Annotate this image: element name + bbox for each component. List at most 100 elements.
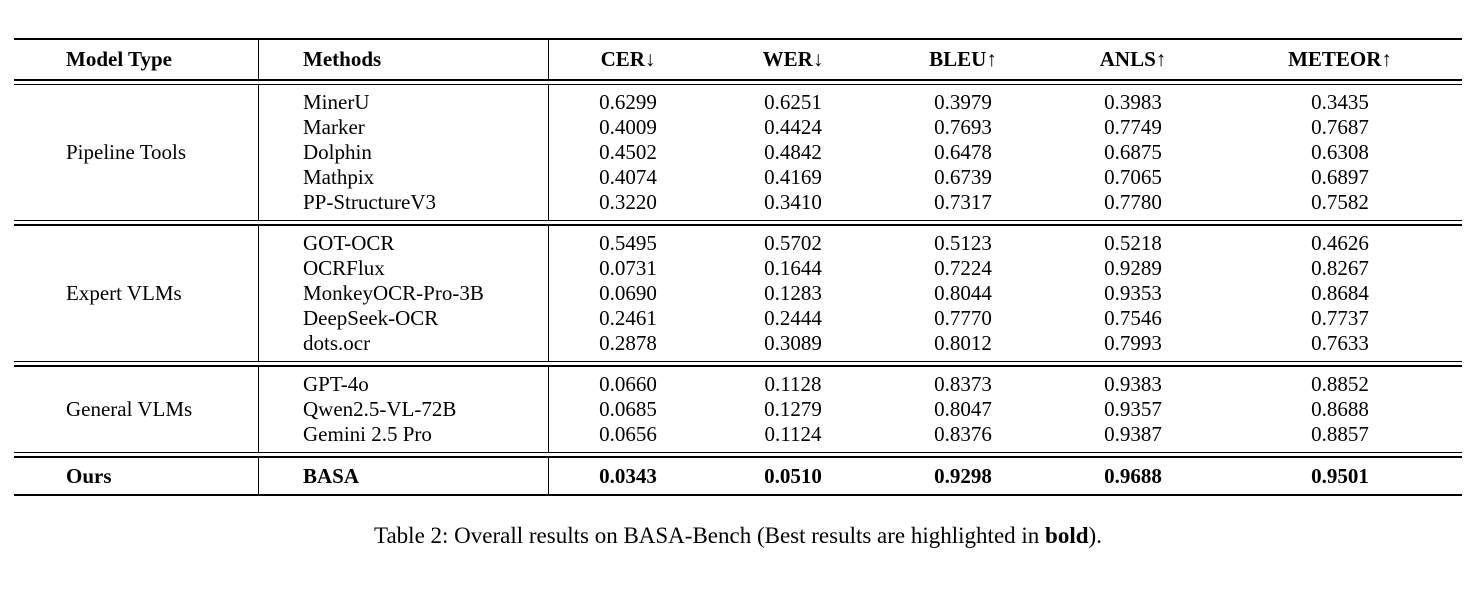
metric-value: 0.6739	[934, 165, 992, 189]
column-header-cer: CER↓	[600, 47, 656, 71]
table-header-row: Model Type Methods CER↓ WER↓ BLEU↑ ANLS↑…	[14, 40, 1462, 79]
metric-value: 0.9298	[934, 464, 992, 488]
metric-value: 0.5495	[599, 231, 657, 255]
metric-value: 0.7065	[1104, 165, 1162, 189]
results-table: Model Type Methods CER↓ WER↓ BLEU↑ ANLS↑…	[14, 38, 1462, 496]
metric-value: 0.9353	[1104, 281, 1162, 305]
metric-value: 0.7633	[1311, 331, 1369, 355]
model-type-label: General VLMs	[66, 397, 193, 421]
metric-value: 0.4842	[764, 140, 822, 164]
metric-value: 0.4009	[599, 115, 657, 139]
table-top-rule	[14, 38, 1462, 40]
table-group-pipeline-tools: Pipeline Tools MinerU 0.6299 0.6251 0.3979 0.…	[14, 85, 1462, 220]
method-name: PP-StructureV3	[303, 190, 436, 214]
metric-value: 0.8852	[1311, 372, 1369, 396]
metric-value: 0.8688	[1311, 397, 1369, 421]
metric-value: 0.0731	[599, 256, 657, 280]
table-body: Pipeline Tools MinerU 0.6299 0.6251 0.3979 0.…	[14, 85, 1462, 452]
caption-text-suffix: ).	[1088, 523, 1102, 548]
model-type-label: Pipeline Tools	[66, 140, 187, 164]
caption-bold-word: bold	[1045, 523, 1089, 548]
metric-value: 0.6897	[1311, 165, 1369, 189]
metric-value: 0.4502	[599, 140, 657, 164]
metric-value: 0.7317	[934, 190, 992, 214]
metric-value: 0.8047	[934, 397, 992, 421]
method-name: MinerU	[303, 90, 370, 114]
metric-value: 0.9383	[1104, 372, 1162, 396]
metric-value: 0.7780	[1104, 190, 1162, 214]
metric-value: 0.8684	[1311, 281, 1369, 305]
method-name: GPT-4o	[303, 372, 369, 396]
metric-value: 0.0656	[599, 422, 657, 446]
metric-value: 0.8857	[1311, 422, 1369, 446]
metric-value: 0.7737	[1311, 306, 1369, 330]
metric-value: 0.0343	[599, 464, 657, 488]
metric-value: 0.2444	[764, 306, 822, 330]
metric-value: 0.7224	[934, 256, 992, 280]
metric-value: 0.4626	[1311, 231, 1369, 255]
caption-text: Table 2: Overall results on BASA-Bench (…	[374, 523, 1046, 548]
metric-value: 0.4169	[764, 165, 822, 189]
metric-value: 0.6308	[1311, 140, 1369, 164]
metric-value: 0.1644	[764, 256, 822, 280]
metric-value: 0.1128	[764, 372, 822, 396]
method-name: BASA	[303, 464, 360, 488]
metric-value: 0.2461	[599, 306, 657, 330]
metric-value: 0.3983	[1104, 90, 1162, 114]
table-bottom-rule	[14, 494, 1462, 496]
method-name: MonkeyOCR-Pro-3B	[303, 281, 484, 305]
metric-value: 0.7693	[934, 115, 992, 139]
metric-value: 0.8012	[934, 331, 992, 355]
metric-value: 0.9289	[1104, 256, 1162, 280]
ours-row: Ours BASA 0.0343 0.0510 0.9298 0.9688 0.…	[14, 458, 1462, 494]
method-name: Gemini 2.5 Pro	[303, 422, 432, 446]
metric-value: 0.6299	[599, 90, 657, 114]
metric-value: 0.3220	[599, 190, 657, 214]
metric-value: 0.9357	[1104, 397, 1162, 421]
metric-value: 0.6251	[764, 90, 822, 114]
metric-value: 0.3435	[1311, 90, 1369, 114]
column-header-wer: WER↓	[762, 47, 824, 71]
metric-value: 0.6875	[1104, 140, 1162, 164]
model-type-label: Ours	[66, 464, 112, 488]
group-divider	[14, 361, 1462, 367]
method-name: Mathpix	[303, 165, 375, 189]
table-group-expert-vlms: Expert VLMs GOT-OCR 0.5495 0.5702 0.5123 0.52…	[14, 226, 1462, 361]
ours-divider	[14, 452, 1462, 458]
metric-value: 0.0660	[599, 372, 657, 396]
table-caption: Table 2: Overall results on BASA-Bench (…	[0, 522, 1476, 550]
method-name: Marker	[303, 115, 365, 139]
metric-value: 0.7749	[1104, 115, 1162, 139]
column-header-model-type: Model Type	[66, 47, 172, 71]
column-header-meteor: METEOR↑	[1288, 47, 1392, 71]
metric-value: 0.0685	[599, 397, 657, 421]
method-name: OCRFlux	[303, 256, 385, 280]
metric-value: 0.7993	[1104, 331, 1162, 355]
metric-value: 0.1283	[764, 281, 822, 305]
metric-value: 0.8373	[934, 372, 992, 396]
metric-value: 0.7687	[1311, 115, 1369, 139]
metric-value: 0.4074	[599, 165, 657, 189]
method-name: Qwen2.5-VL-72B	[303, 397, 457, 421]
table-group-general-vlms: General VLMs GPT-4o 0.0660 0.1128 0.8373 0.93…	[14, 367, 1462, 452]
metric-value: 0.9387	[1104, 422, 1162, 446]
column-header-anls: ANLS↑	[1099, 47, 1167, 71]
model-type-label: Expert VLMs	[66, 281, 182, 305]
method-name: DeepSeek-OCR	[303, 306, 439, 330]
metric-value: 0.0690	[599, 281, 657, 305]
metric-value: 0.6478	[934, 140, 992, 164]
metric-value: 0.7546	[1104, 306, 1162, 330]
metric-value: 0.3979	[934, 90, 992, 114]
metric-value: 0.3410	[764, 190, 822, 214]
metric-value: 0.5218	[1104, 231, 1162, 255]
metric-value: 0.0510	[764, 464, 822, 488]
metric-value: 0.5123	[934, 231, 992, 255]
header-divider	[14, 79, 1462, 85]
metric-value: 0.9501	[1311, 464, 1369, 488]
group-divider	[14, 220, 1462, 226]
method-name: Dolphin	[303, 140, 372, 164]
metric-value: 0.3089	[764, 331, 822, 355]
metric-value: 0.1279	[764, 397, 822, 421]
column-header-bleu: BLEU↑	[929, 47, 997, 71]
metric-value: 0.8376	[934, 422, 992, 446]
